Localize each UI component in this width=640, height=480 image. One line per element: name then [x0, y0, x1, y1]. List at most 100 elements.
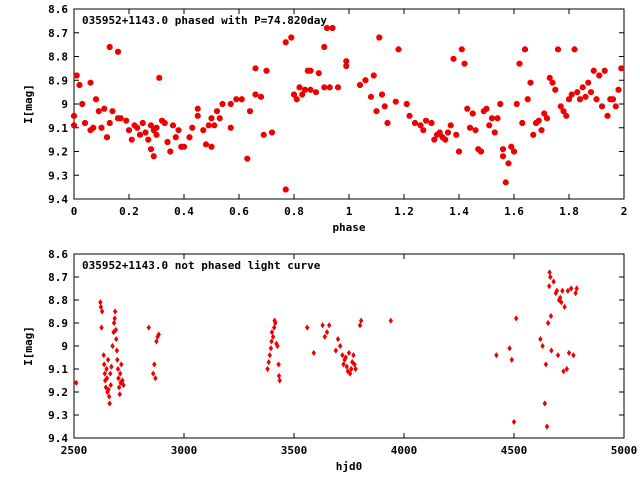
data-point [152, 361, 157, 368]
x-axis-label: phase [332, 221, 365, 234]
data-point [76, 82, 83, 88]
data-point [115, 356, 120, 363]
data-point [74, 379, 79, 386]
x-ticks: 0 0.2 0.4 0.6 0.8 1 1.2 1.4 1.6 1.8 2 [71, 9, 627, 218]
data-point [104, 375, 110, 382]
x-tick-label: 1.8 [559, 205, 579, 218]
data-point [612, 103, 619, 110]
data-point [489, 115, 495, 122]
data-point [108, 370, 113, 377]
x-tick-label: 4000 [391, 444, 418, 457]
data-point [266, 359, 271, 366]
data-point [467, 124, 473, 131]
data-point [102, 370, 107, 377]
data-point [172, 134, 179, 141]
data-point [556, 296, 562, 304]
data-point [417, 122, 424, 129]
data-point [205, 122, 212, 129]
data-point [116, 384, 122, 391]
data-point [450, 55, 457, 62]
data-point [227, 124, 234, 131]
data-point [615, 86, 622, 93]
data-point [574, 89, 581, 96]
data-point [105, 356, 111, 363]
data-point [270, 333, 276, 340]
data-point [324, 329, 330, 336]
data-point [500, 153, 506, 160]
data-point [420, 127, 427, 134]
y-tick-label: 8.9 [48, 74, 68, 87]
plot-frame [73, 8, 625, 200]
data-point [436, 129, 443, 136]
x-axis-label: hjd0 [336, 460, 363, 473]
data-point [109, 108, 116, 115]
data-points [71, 25, 625, 193]
data-point [569, 285, 574, 292]
data-point [101, 352, 106, 359]
x-tick-label: 1 [346, 205, 353, 218]
data-point [547, 283, 552, 290]
x-tick-label: 3500 [281, 444, 308, 457]
data-points [74, 269, 579, 430]
data-point [269, 129, 275, 136]
y-tick-label: 9 [61, 340, 68, 353]
data-point [497, 101, 504, 107]
data-point [483, 105, 490, 112]
data-point [353, 365, 358, 373]
data-point [329, 25, 336, 31]
data-point [324, 25, 330, 31]
data-point [123, 117, 130, 124]
data-point [335, 336, 341, 343]
data-point [357, 82, 363, 88]
data-point [431, 136, 438, 143]
data-point [208, 143, 215, 150]
data-point [545, 319, 551, 327]
data-point [108, 382, 113, 389]
data-point [333, 347, 338, 354]
data-point [153, 131, 160, 138]
data-point [604, 112, 611, 119]
chart-title: 035952+1143.0 phased with P=74.820day [82, 14, 327, 27]
data-point [156, 74, 163, 81]
data-point [453, 131, 460, 138]
data-point [186, 134, 193, 141]
data-point [406, 112, 413, 119]
data-point [508, 143, 515, 150]
data-point [392, 98, 399, 105]
data-point [516, 60, 523, 67]
data-point [565, 287, 571, 294]
data-point [268, 345, 274, 352]
data-point [388, 317, 393, 324]
data-point [119, 361, 124, 368]
data-point [321, 84, 328, 91]
data-point [568, 91, 575, 98]
data-point [335, 84, 341, 91]
y-tick-label: 9.3 [48, 409, 68, 422]
x-tick-label: 0.4 [174, 205, 194, 218]
data-point [554, 287, 560, 294]
data-point [117, 115, 124, 122]
data-point [128, 136, 135, 143]
data-point [494, 352, 499, 359]
data-point [121, 382, 126, 389]
data-point [203, 141, 209, 148]
y-tick-label: 8.7 [48, 271, 68, 284]
data-point [585, 79, 592, 86]
data-point [291, 91, 297, 98]
data-point [115, 365, 121, 373]
data-point [146, 324, 151, 331]
data-point [189, 124, 196, 131]
data-point [338, 342, 343, 350]
data-point [548, 313, 554, 320]
data-point [267, 352, 272, 359]
data-point [282, 186, 289, 193]
x-tick-label: 4500 [501, 444, 528, 457]
data-point [340, 352, 345, 359]
data-point [577, 96, 583, 103]
y-tick-label: 9.2 [48, 146, 68, 159]
data-point [527, 79, 534, 86]
data-point [112, 308, 118, 315]
data-point [148, 146, 154, 153]
data-point [601, 67, 608, 74]
data-point [557, 103, 564, 110]
